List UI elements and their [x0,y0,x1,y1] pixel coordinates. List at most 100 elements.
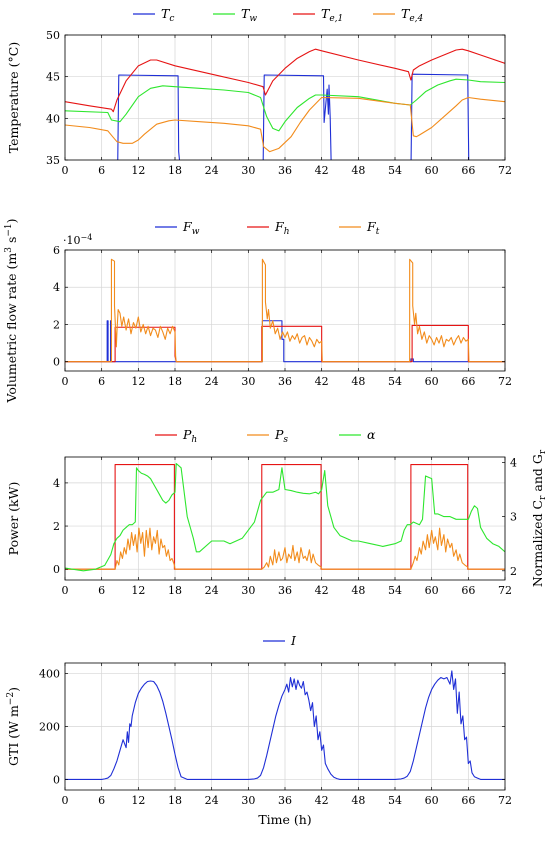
x-tick-label: 48 [351,794,365,807]
x-tick-label: 36 [278,584,292,597]
x-tick-label: 54 [388,584,402,597]
x-tick-label: 36 [278,794,292,807]
legend-label: Tw [241,6,257,24]
legend-label: Te,4 [401,6,424,24]
x-tick-label: 42 [315,584,329,597]
series-line-α [65,462,505,572]
series-group [65,48,505,160]
panel-2: 0 6 12 18 24 30 36 42 48 54 60 66 720246·10−4Volumet… [4,218,512,403]
x-tick-label: 66 [461,584,475,597]
legend-item-i: I [263,633,297,648]
x-tick-label: 18 [168,375,182,388]
x-tick-label: 18 [168,794,182,807]
y-tick-label: 4 [53,477,60,490]
x-tick-label: 54 [388,794,402,807]
x-tick-label: 6 [98,375,105,388]
x-tick-label: 0 [62,584,69,597]
y-tick-label: 6 [53,244,60,257]
x-tick-label: 36 [278,375,292,388]
y-axis-label: Temperature (°C) [6,42,21,153]
legend-item-te1: Te,1 [293,6,343,24]
x-tick-label: 60 [425,584,439,597]
series-line-i [65,670,505,780]
legend-label: α [367,427,376,442]
x-tick-label: 30 [241,794,255,807]
x-tick-label: 18 [168,584,182,597]
y-tick-label: 0 [53,356,60,369]
x-tick-label: 42 [315,164,329,177]
series-line-tw [65,78,505,132]
x-tick-label: 30 [241,375,255,388]
y-tick-label: 200 [39,721,60,734]
y-tick-label: 45 [46,71,60,84]
y-tick-label: 2 [53,520,60,533]
y-multiplier-label: ·10−4 [63,233,92,247]
legend-item-α: α [339,427,376,442]
x-tick-label: 48 [351,164,365,177]
legend-label: Fh [274,219,289,237]
legend-item-fw: Fw [155,219,200,237]
x-tick-label: 72 [498,164,512,177]
x-tick-label: 42 [315,794,329,807]
legend: Fw Fh Ft [155,219,380,237]
legend-item-te4: Te,4 [373,6,424,24]
x-tick-label: 6 [98,584,105,597]
x-tick-label: 30 [241,584,255,597]
x-tick-label: 24 [205,164,219,177]
y-axis-label: Power (kW) [6,482,21,556]
y-tick-label: 400 [39,668,60,681]
x-tick-label: 12 [131,164,145,177]
series-line-ft [65,258,505,363]
legend-item-tc: Tc [133,6,174,24]
x-tick-label: 72 [498,375,512,388]
x-tick-label: 42 [315,375,329,388]
legend-label: Ph [182,427,197,445]
x-tick-label: 0 [62,794,69,807]
x-tick-label: 24 [205,584,219,597]
x-tick-label: 12 [131,794,145,807]
x-tick-label: 18 [168,164,182,177]
y-axis-label: Volumetric flow rate (m3 s−1) [4,218,19,403]
series-line-te4 [65,96,505,153]
x-tick-label: 66 [461,794,475,807]
legend-label: Ft [366,219,380,237]
legend: Ph Ps α [155,427,376,445]
legend-label: Tc [161,6,174,24]
legend-label: Fw [182,219,200,237]
x-tick-label: 66 [461,375,475,388]
x-tick-label: 48 [351,584,365,597]
x-tick-label: 12 [131,375,145,388]
x-tick-label: 66 [461,164,475,177]
legend-item-ft: Ft [339,219,380,237]
panel-1: 0 6 12 18 24 30 36 42 48 54 60 66 72 35 40 45 50 Temperat… [6,6,512,177]
y-right-axis-label: Normalized Cr and Gr [530,449,548,587]
x-tick-label: 12 [131,584,145,597]
x-tick-label: 60 [425,164,439,177]
x-tick-label: 6 [98,164,105,177]
x-tick-label: 0 [62,164,69,177]
x-tick-label: 72 [498,794,512,807]
x-tick-label: 24 [205,794,219,807]
y-tick-label: 4 [53,281,60,294]
y-right-tick-label: 4 [510,456,517,469]
series-line-ph [65,463,505,570]
y-axis-label: GTI (W m−2) [6,687,21,766]
x-tick-label: 36 [278,164,292,177]
x-tick-label: 54 [388,375,402,388]
legend-item-ph: Ph [155,427,197,445]
legend-label: Te,1 [321,6,343,24]
y-right-tick-label: 3 [510,511,517,524]
x-axis-label: Time (h) [258,812,311,827]
x-tick-label: 24 [205,375,219,388]
series-line-tc [117,73,470,160]
series-line-ps [65,527,505,570]
x-tick-label: 60 [425,794,439,807]
legend: I [263,633,297,648]
y-tick-label: 40 [46,112,60,125]
legend: Tc Tw Te,1 Te,4 [133,6,424,24]
y-tick-label: 0 [53,563,60,576]
y-right-tick-label: 2 [510,565,517,578]
series-group [65,670,505,780]
